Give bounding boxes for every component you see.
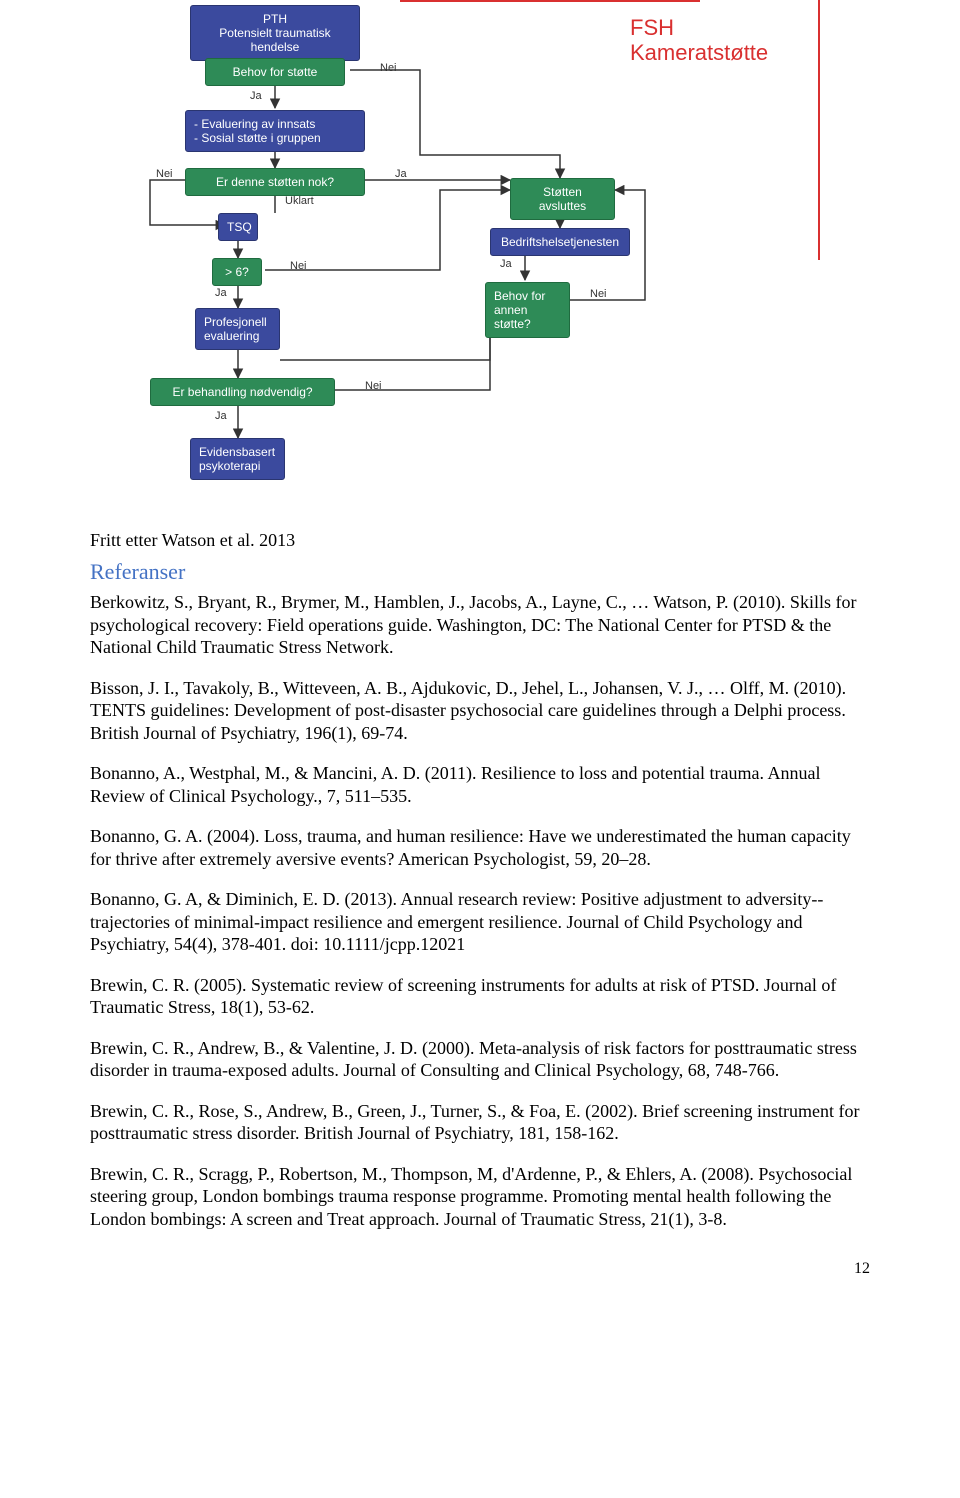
label-nei-3: Nei [290,260,307,272]
figure-caption: Fritt etter Watson et al. 2013 [90,530,870,551]
reference-item: Brewin, C. R. (2005). Systematic review … [90,974,870,1019]
node-eval-line2: - Sosial støtte i gruppen [194,131,356,145]
section-title: Referanser [90,559,870,585]
node-annen-line1: Behov for [494,289,561,303]
node-prof-line2: evaluering [204,329,271,343]
fsh-label-1: FSH [630,15,674,41]
node-evidens: Evidensbasert psykoterapi [190,438,285,480]
node-pth-line2: Potensielt traumatisk hendelse [199,26,351,54]
node-evidens-line1: Evidensbasert [199,445,276,459]
label-ja-5: Ja [500,258,512,270]
label-nei-4: Nei [365,380,382,392]
reference-item: Brewin, C. R., Rose, S., Andrew, B., Gre… [90,1100,870,1145]
node-stotten-nok: Er denne støtten nok? [185,168,365,196]
fsh-label-2: Kameratstøtte [630,40,768,66]
node-eval: - Evaluering av innsats - Sosial støtte … [185,110,365,152]
node-gt6: > 6? [212,258,262,286]
fsh-redline [400,0,700,2]
node-stotten-avsluttes: Støtten avsluttes [510,178,615,220]
node-eval-line1: - Evaluering av innsats [194,117,356,131]
node-prof-eval: Profesjonell evaluering [195,308,280,350]
node-evidens-line2: psykoterapi [199,459,276,473]
node-behandling: Er behandling nødvendig? [150,378,335,406]
label-ja-1: Ja [250,90,262,102]
label-nei-5: Nei [590,288,607,300]
reference-item: Brewin, C. R., Andrew, B., & Valentine, … [90,1037,870,1082]
page-number: 12 [854,1260,870,1278]
reference-item: Brewin, C. R., Scragg, P., Robertson, M.… [90,1163,870,1231]
fsh-red-vertical [818,0,820,260]
reference-item: Berkowitz, S., Bryant, R., Brymer, M., H… [90,591,870,659]
node-pth-line1: PTH [199,12,351,26]
node-annen-line2: annen støtte? [494,303,561,331]
node-behov-annen: Behov for annen støtte? [485,282,570,338]
reference-item: Bonanno, A., Westphal, M., & Mancini, A.… [90,762,870,807]
label-ja-2: Ja [395,168,407,180]
reference-item: Bonanno, G. A. (2004). Loss, trauma, and… [90,825,870,870]
node-behov-stotte: Behov for støtte [205,58,345,86]
references-list: Berkowitz, S., Bryant, R., Brymer, M., H… [90,591,870,1230]
page: FSH Kameratstøtte PTH Potensielt traumat… [0,0,960,1288]
label-nei-2: Nei [156,168,173,180]
label-nei-1: Nei [380,62,397,74]
node-pth: PTH Potensielt traumatisk hendelse [190,5,360,61]
reference-item: Bonanno, G. A, & Diminich, E. D. (2013).… [90,888,870,956]
reference-item: Bisson, J. I., Tavakoly, B., Witteveen, … [90,677,870,745]
label-ja-4: Ja [215,410,227,422]
node-prof-line1: Profesjonell [204,315,271,329]
node-bedrifts: Bedriftshelsetjenesten [490,228,630,256]
node-tsq: TSQ [218,213,258,241]
label-ja-3: Ja [215,287,227,299]
label-uklart: Uklart [285,195,314,207]
flowchart: FSH Kameratstøtte PTH Potensielt traumat… [90,0,870,520]
